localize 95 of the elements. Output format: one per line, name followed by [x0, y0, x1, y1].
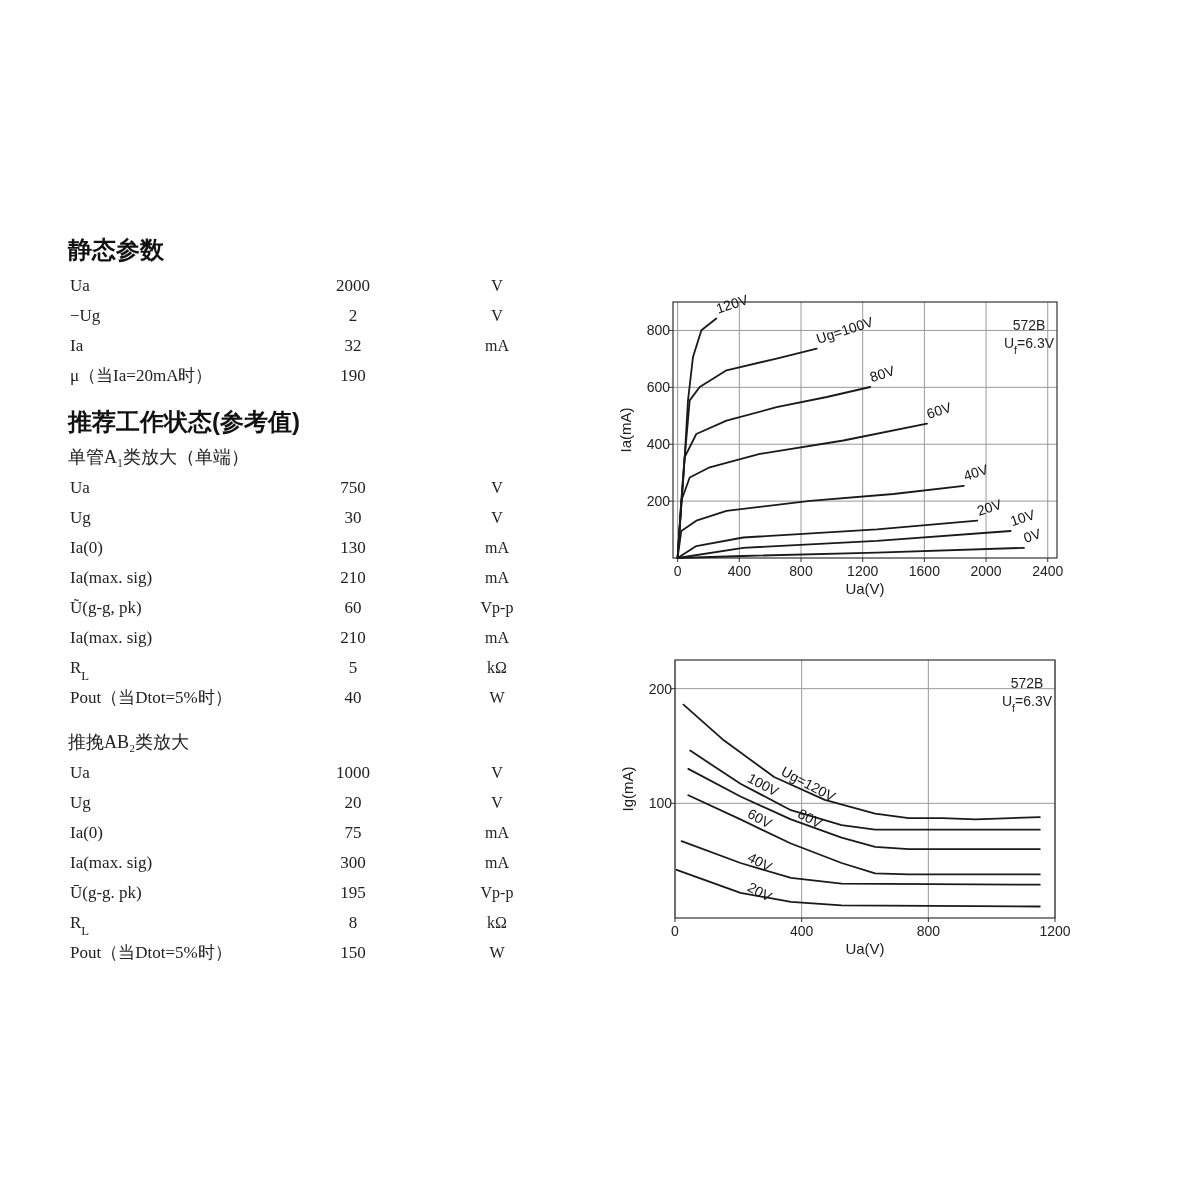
data-label: 190	[340, 366, 366, 385]
text: 60V	[924, 398, 954, 422]
data-label: 300	[340, 853, 366, 872]
data-label: 40	[344, 688, 362, 707]
text: mA	[485, 629, 510, 646]
text: 120V	[713, 291, 751, 317]
x-tick-label: 800	[789, 563, 813, 579]
y-tick-label: 800	[646, 322, 671, 339]
x-tick-label: 2000	[970, 563, 1002, 579]
y-axis-title: Ig(mA)	[619, 766, 636, 812]
data-label: 210	[340, 628, 366, 647]
text: Vp-p	[480, 599, 514, 617]
data-label: 150	[340, 943, 366, 962]
text: 80V	[867, 362, 898, 386]
text: 40V	[745, 848, 776, 876]
data-label: 195	[340, 883, 366, 902]
text: 20V	[745, 878, 776, 905]
category-label: Pout（当Dtot=5%时）	[70, 688, 232, 707]
category-label: Ia(max. sig)	[70, 628, 153, 647]
category-label: R$_{L}$	[70, 658, 90, 683]
text: mA	[485, 854, 510, 871]
annotation: U$_{f}$=6.3V	[1003, 335, 1055, 356]
category-label: μ（当Ia=20mA时）	[70, 366, 213, 385]
category-label: Pout（当Dtot=5%时）	[70, 943, 232, 962]
category-label: Ia(0)	[70, 538, 104, 557]
category-label: Ũ(g-g, pk)	[70, 598, 142, 617]
data-label: 210	[340, 568, 366, 587]
data-label: 2	[348, 306, 358, 325]
text: 推挽AB₂类放大	[68, 732, 190, 752]
category-label: Ua	[70, 276, 91, 295]
text: mA	[485, 569, 510, 586]
x-tick-label: 400	[789, 923, 814, 939]
text: mA	[485, 337, 510, 354]
x-tick-label: 0	[673, 563, 682, 579]
y-tick-label: 200	[648, 680, 673, 697]
text: V	[491, 509, 504, 526]
x-tick-label: 0	[671, 923, 680, 939]
y-tick-label: 600	[646, 379, 671, 396]
category-label: Ua	[70, 763, 91, 782]
text: V	[491, 794, 504, 811]
data-label: 8	[348, 913, 358, 932]
text: 40V	[961, 460, 991, 484]
x-axis-title: Ua(V)	[845, 580, 885, 597]
x-tick-label: 1600	[908, 563, 941, 579]
category-label: Ia(max. sig)	[70, 853, 153, 872]
category-label: Ū(g-g. pk)	[70, 883, 142, 902]
text: 60V	[745, 805, 776, 832]
text: mA	[485, 824, 510, 841]
data-label: 5	[348, 658, 358, 677]
y-tick-label: 100	[648, 795, 673, 812]
text: kΩ	[487, 914, 508, 931]
annotation: U$_{f}$=6.3V	[1001, 693, 1053, 714]
category-label: R$_{L}$	[70, 913, 90, 938]
category-label: Ua	[70, 478, 91, 497]
data-label: 2000	[336, 276, 370, 295]
text: 静态参数	[67, 236, 165, 263]
category-label: Ug	[70, 793, 92, 812]
data-label: 20	[344, 793, 362, 812]
data-label: 75	[344, 823, 362, 842]
data-label: 32	[344, 336, 362, 355]
x-tick-label: 800	[916, 923, 941, 939]
data-label: 60	[344, 598, 362, 617]
x-axis-title: Ua(V)	[845, 940, 885, 957]
data-label: 1000	[336, 763, 370, 782]
category-label: Ia(0)	[70, 823, 104, 842]
text: 单管A₁类放大（单端）	[68, 447, 250, 467]
text: V	[491, 479, 504, 496]
category-label: Ug	[70, 508, 92, 527]
text: 80V	[795, 805, 826, 832]
text: V	[491, 307, 504, 324]
y-tick-label: 200	[646, 493, 671, 510]
x-tick-label: 400	[727, 563, 752, 579]
data-label: 750	[340, 478, 366, 497]
category-label: Ia(max. sig)	[70, 568, 153, 587]
text: kΩ	[487, 659, 508, 676]
data-label: 130	[340, 538, 366, 557]
text: V	[491, 764, 504, 781]
category-label: Ia	[70, 336, 84, 355]
text: W	[489, 689, 506, 706]
text: V	[491, 277, 504, 294]
data-label: 30	[344, 508, 362, 527]
text: 20V	[974, 495, 1005, 519]
annotation: 572B	[1010, 675, 1044, 691]
x-tick-label: 1200	[847, 563, 879, 579]
y-tick-label: 400	[646, 436, 671, 453]
x-tick-label: 1200	[1039, 923, 1071, 939]
text: 推荐工作状态(参考值)	[67, 408, 300, 435]
text: 100V	[745, 769, 782, 800]
text: Vp-p	[480, 884, 514, 902]
text: mA	[485, 539, 510, 556]
y-axis-title: Ia(mA)	[617, 407, 634, 453]
x-tick-label: 2400	[1032, 563, 1064, 579]
category-label: −Ug	[70, 306, 101, 325]
text: W	[489, 944, 506, 961]
annotation: 572B	[1012, 317, 1046, 333]
